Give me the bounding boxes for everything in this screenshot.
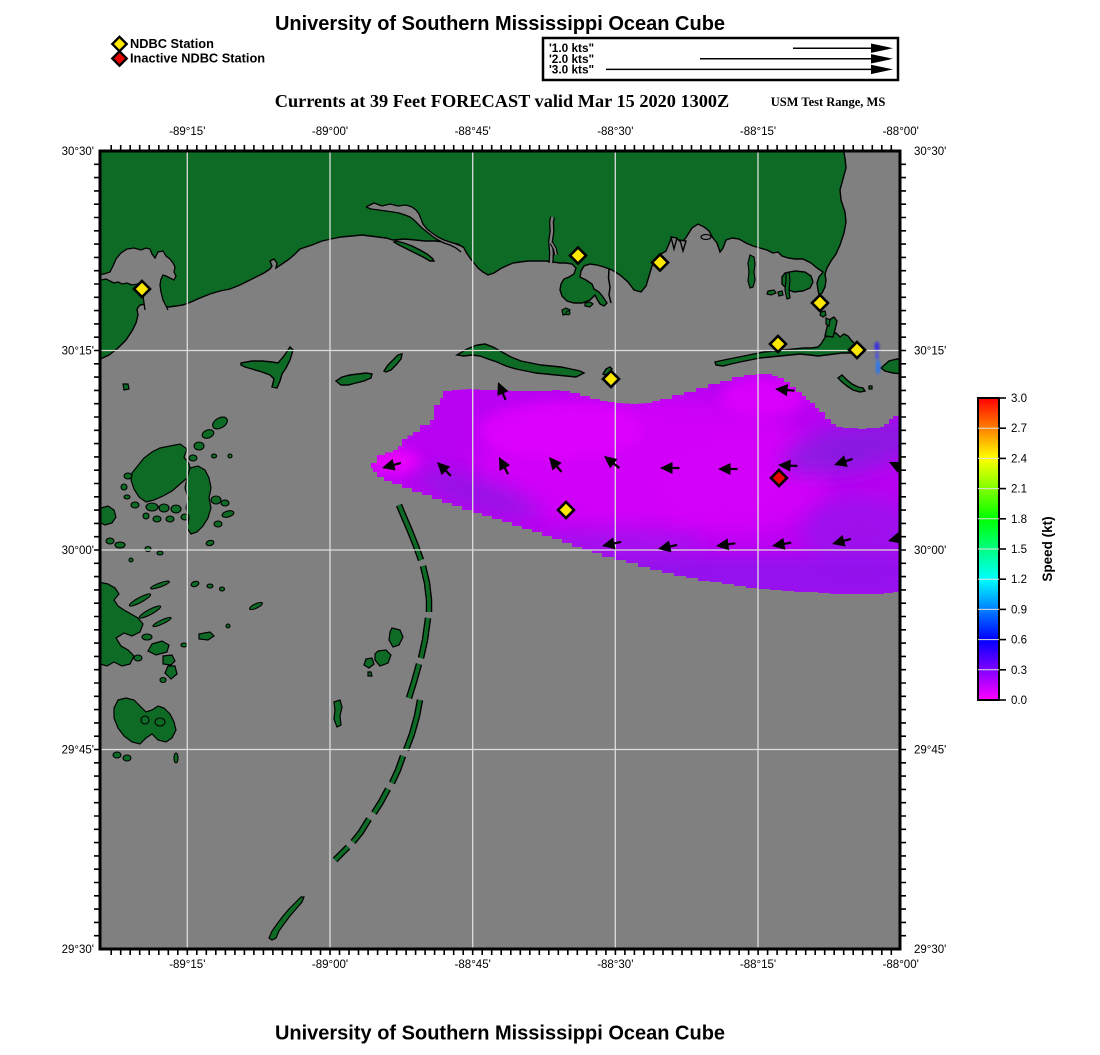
- svg-text:3.0: 3.0: [1011, 393, 1027, 405]
- svg-text:0.9: 0.9: [1011, 604, 1027, 616]
- svg-text:'2.0 kts": '2.0 kts": [549, 52, 594, 66]
- svg-text:0.6: 0.6: [1011, 635, 1027, 647]
- svg-text:29°30': 29°30': [62, 944, 94, 956]
- svg-text:29°45': 29°45': [914, 745, 946, 757]
- svg-text:-88°15': -88°15': [740, 959, 776, 971]
- svg-text:2.4: 2.4: [1011, 453, 1028, 465]
- svg-text:1.2: 1.2: [1011, 574, 1027, 586]
- svg-text:2.1: 2.1: [1011, 484, 1027, 496]
- svg-text:29°30': 29°30': [914, 944, 946, 956]
- svg-text:Currents at 39 Feet FORECAST v: Currents at 39 Feet FORECAST valid Mar 1…: [275, 91, 729, 111]
- svg-text:-88°45': -88°45': [455, 959, 491, 971]
- svg-text:29°45': 29°45': [62, 745, 94, 757]
- svg-text:0.3: 0.3: [1011, 665, 1027, 677]
- svg-text:'3.0 kts": '3.0 kts": [549, 62, 594, 76]
- svg-text:30°00': 30°00': [914, 545, 946, 557]
- svg-text:1.5: 1.5: [1011, 544, 1027, 556]
- svg-text:-88°00': -88°00': [883, 959, 919, 971]
- svg-text:-88°15': -88°15': [740, 126, 776, 138]
- svg-text:-88°30': -88°30': [597, 126, 633, 138]
- svg-text:Speed (kt): Speed (kt): [1040, 516, 1055, 581]
- svg-text:0.0: 0.0: [1011, 695, 1027, 707]
- svg-text:Inactive NDBC Station: Inactive NDBC Station: [130, 51, 265, 66]
- svg-text:University of Southern Mississ: University of Southern Mississippi Ocean…: [275, 1023, 725, 1045]
- svg-text:USM Test Range, MS: USM Test Range, MS: [771, 95, 886, 109]
- svg-text:30°30': 30°30': [914, 146, 946, 158]
- svg-text:-89°15': -89°15': [169, 126, 205, 138]
- svg-text:1.8: 1.8: [1011, 514, 1027, 526]
- svg-text:-88°30': -88°30': [597, 959, 633, 971]
- svg-text:'1.0 kts": '1.0 kts": [549, 41, 594, 55]
- svg-text:-89°15': -89°15': [169, 959, 205, 971]
- svg-text:30°00': 30°00': [62, 545, 94, 557]
- svg-text:30°30': 30°30': [62, 146, 94, 158]
- svg-text:-88°00': -88°00': [883, 126, 919, 138]
- svg-text:2.7: 2.7: [1011, 423, 1027, 435]
- svg-text:-88°45': -88°45': [455, 126, 491, 138]
- svg-text:NDBC Station: NDBC Station: [130, 36, 214, 51]
- svg-text:-89°00': -89°00': [312, 126, 348, 138]
- svg-text:University of Southern Mississ: University of Southern Mississippi Ocean…: [275, 13, 725, 35]
- svg-text:-89°00': -89°00': [312, 959, 348, 971]
- svg-text:30°15': 30°15': [62, 346, 94, 358]
- svg-text:30°15': 30°15': [914, 346, 946, 358]
